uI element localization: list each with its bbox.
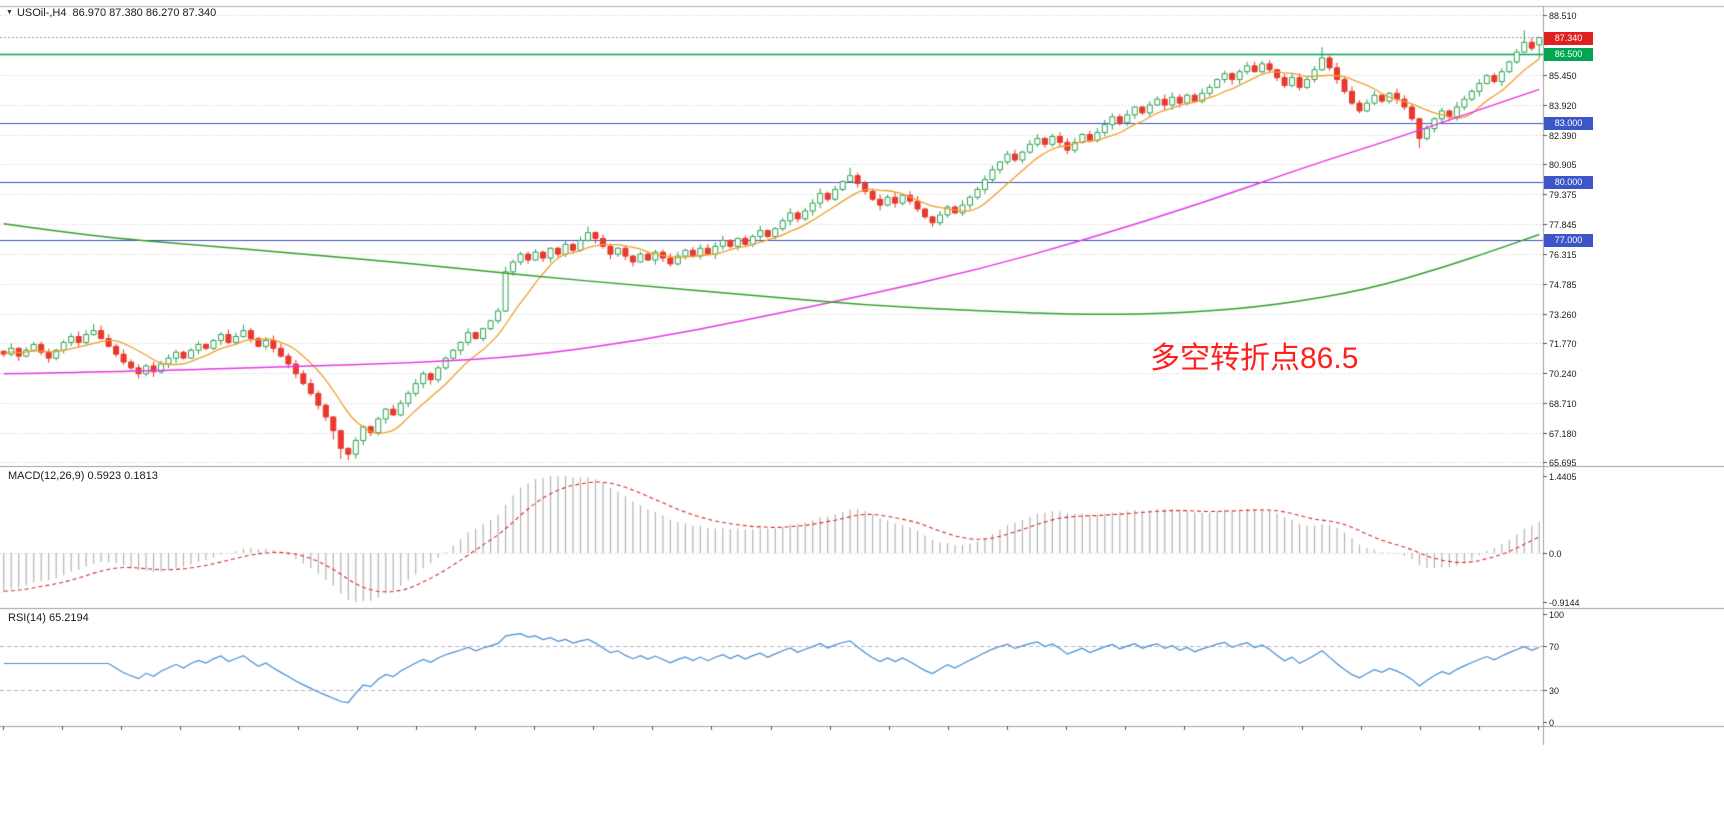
price-level-badge: 80.000 bbox=[1544, 175, 1593, 189]
price-tick-label: 77.845 bbox=[1549, 219, 1577, 230]
current-price-badge: 87.340 bbox=[1544, 31, 1593, 45]
price-tick-label: 71.770 bbox=[1549, 339, 1577, 349]
price-tick-label: 85.450 bbox=[1549, 70, 1577, 81]
price-tick-label: 83.920 bbox=[1549, 100, 1577, 111]
price-level-badge: 83.000 bbox=[1544, 116, 1593, 130]
price-tick-label: 65.695 bbox=[1549, 458, 1577, 469]
price-tick-label: 79.375 bbox=[1549, 189, 1577, 200]
price-tick-label: 67.180 bbox=[1549, 429, 1577, 440]
price-tick-label: 73.260 bbox=[1549, 309, 1577, 320]
price-tick-label: 68.710 bbox=[1549, 399, 1577, 410]
price-tick-label: 74.785 bbox=[1549, 279, 1577, 290]
price-tick-label: 80.905 bbox=[1549, 159, 1577, 170]
time-axis[interactable]: 9 Dec 202110 Dec 12:0013 Dec 16:0015 Dec… bbox=[0, 726, 1724, 746]
price-tick-label: 76.315 bbox=[1549, 249, 1577, 260]
price-tick-label: 82.390 bbox=[1549, 130, 1577, 141]
price-level-badge: 86.500 bbox=[1544, 48, 1593, 62]
price-tick-label: 70.240 bbox=[1549, 369, 1577, 380]
price-axis[interactable]: 88.510 85.450 83.920 82.390 80.905 79.375 77.8… bbox=[1543, 0, 1724, 745]
price-tick-label: 88.510 bbox=[1549, 10, 1577, 21]
price-level-badge: 77.000 bbox=[1544, 234, 1593, 248]
